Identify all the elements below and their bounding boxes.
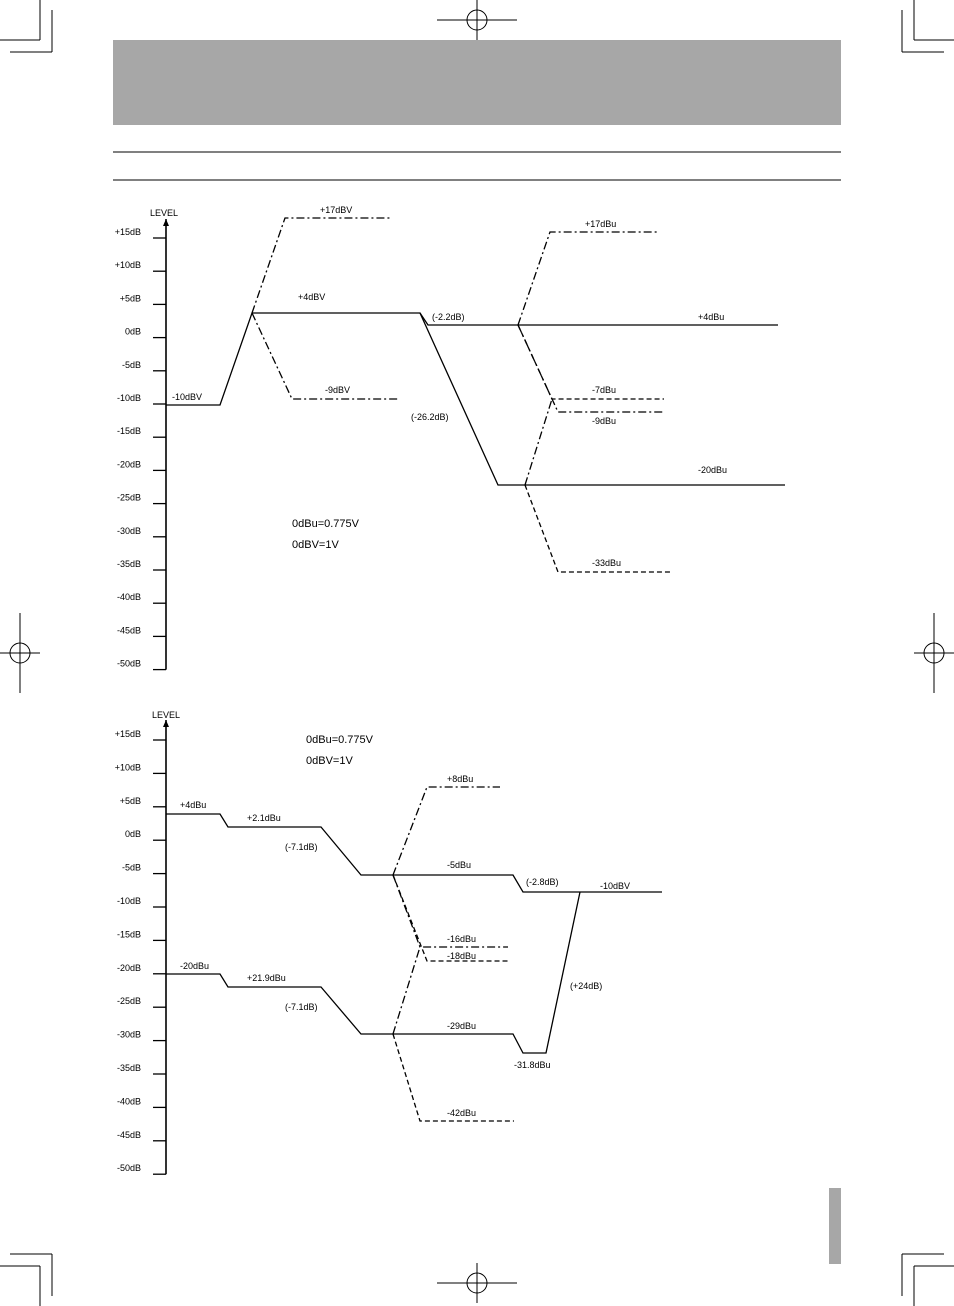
label-in-a: +4dBu <box>180 800 206 810</box>
signal-paths <box>166 786 662 1122</box>
label-lo-out1: -7dBu <box>592 385 616 395</box>
axis-title: LEVEL <box>152 710 180 720</box>
upper-dashed-path <box>392 874 508 962</box>
nominal-path <box>166 312 785 486</box>
tick-label: -5dB <box>122 863 141 873</box>
label-b-nom: -29dBu <box>447 1021 476 1031</box>
min-path-out <box>517 324 664 413</box>
tick-label: -35dB <box>117 1063 141 1073</box>
min-path-rise <box>524 398 553 486</box>
label-b-gain: (-7.1dB) <box>285 1002 318 1012</box>
header-bar <box>113 40 841 125</box>
max-path-out <box>517 231 658 326</box>
tick-label: +10dB <box>115 260 141 270</box>
tick-label: 0dB <box>125 829 141 839</box>
label-nom-mid: +4dBV <box>298 292 325 302</box>
label-b2: +21.9dBu <box>247 973 286 983</box>
label-a-gain2: (-2.8dB) <box>526 877 559 887</box>
axis-arrow-icon <box>163 720 169 727</box>
label-a-gain: (-7.1dB) <box>285 842 318 852</box>
tick-label: -10dB <box>117 393 141 403</box>
label-nom-out2: -20dBu <box>698 465 727 475</box>
label-lo-out3: -33dBu <box>592 558 621 568</box>
tick-label: -40dB <box>117 592 141 602</box>
note-dbu: 0dBu=0.775V <box>292 518 360 530</box>
level-axis: +15dB +10dB +5dB 0dB -5dB -10dB -15dB -20dB -25d… <box>115 219 169 671</box>
tick-label: -25dB <box>117 493 141 503</box>
label-nom-out: +4dBu <box>698 312 724 322</box>
registration-mark-top <box>437 0 517 40</box>
tick-label: -35dB <box>117 559 141 569</box>
label-a-lo2: -18dBu <box>447 951 476 961</box>
tick-label: -20dB <box>117 963 141 973</box>
note-dbu: 0dBu=0.775V <box>306 734 374 746</box>
tick-label: +10dB <box>115 762 141 772</box>
tick-label: -40dB <box>117 1096 141 1106</box>
note-dbv: 0dBV=1V <box>292 539 339 551</box>
label-gain1: (-2.2dB) <box>432 312 465 322</box>
level-diagram-2: +15dB +10dB +5dB 0dB -5dB -10dB -15dB -20dB -25d… <box>115 710 662 1175</box>
signal-paths <box>166 217 785 573</box>
label-b-lo: -42dBu <box>447 1108 476 1118</box>
label-a2: +2.1dBu <box>247 813 281 823</box>
label-out: -10dBV <box>600 881 630 891</box>
tick-label: -5dB <box>122 360 141 370</box>
tick-label: -20dB <box>117 459 141 469</box>
label-in-b: -20dBu <box>180 961 209 971</box>
note-dbv: 0dBV=1V <box>306 755 353 767</box>
dashed-path-upper <box>517 324 664 400</box>
tick-label: -45dB <box>117 625 141 635</box>
tick-label: -45dB <box>117 1130 141 1140</box>
lower-dashed-path <box>392 1033 514 1122</box>
registration-mark-right <box>914 613 954 693</box>
level-axis: +15dB +10dB +5dB 0dB -5dB -10dB -15dB -20dB -25d… <box>115 720 169 1175</box>
lower-rise-path <box>392 946 421 1035</box>
upper-nominal-path <box>166 813 662 893</box>
axis-arrow-icon <box>163 219 169 226</box>
tick-label: -10dB <box>117 896 141 906</box>
tick-label: -30dB <box>117 526 141 536</box>
tick-label: +5dB <box>120 796 141 806</box>
registration-mark-left <box>0 613 40 693</box>
tick-label: -15dB <box>117 929 141 939</box>
tick-label: 0dB <box>125 327 141 337</box>
tick-label: -15dB <box>117 426 141 436</box>
tick-label: -30dB <box>117 1030 141 1040</box>
lower-nominal-path <box>166 891 581 1054</box>
tick-label: +15dB <box>115 227 141 237</box>
label-lo-out2: -9dBu <box>592 416 616 426</box>
label-lo-mid: -9dBV <box>325 385 350 395</box>
label-a-hi: +8dBu <box>447 774 473 784</box>
label-a-lo1: -16dBu <box>447 934 476 944</box>
tick-label: +5dB <box>120 293 141 303</box>
dashed-path-lower <box>524 484 672 573</box>
label-hi-mid: +17dBV <box>320 205 352 215</box>
label-b-gain2: (+24dB) <box>570 981 602 991</box>
label-a-nom: -5dBu <box>447 860 471 870</box>
label-gain2: (-26.2dB) <box>411 412 449 422</box>
label-hi-out: +17dBu <box>585 219 616 229</box>
side-tab <box>829 1188 841 1264</box>
tick-label: -25dB <box>117 996 141 1006</box>
tick-label: -50dB <box>117 1163 141 1173</box>
label-in: -10dBV <box>172 392 202 402</box>
tick-label: +15dB <box>115 729 141 739</box>
label-b-dip: -31.8dBu <box>514 1060 551 1070</box>
nominal-path-branch <box>419 312 778 326</box>
tick-label: -50dB <box>117 659 141 669</box>
max-path <box>251 217 392 314</box>
axis-title: LEVEL <box>150 208 178 218</box>
min-path <box>251 312 398 400</box>
level-diagram-1: +15dB +10dB +5dB 0dB -5dB -10dB -15dB -20dB -25d… <box>115 205 785 671</box>
registration-mark-bottom <box>437 1263 517 1303</box>
